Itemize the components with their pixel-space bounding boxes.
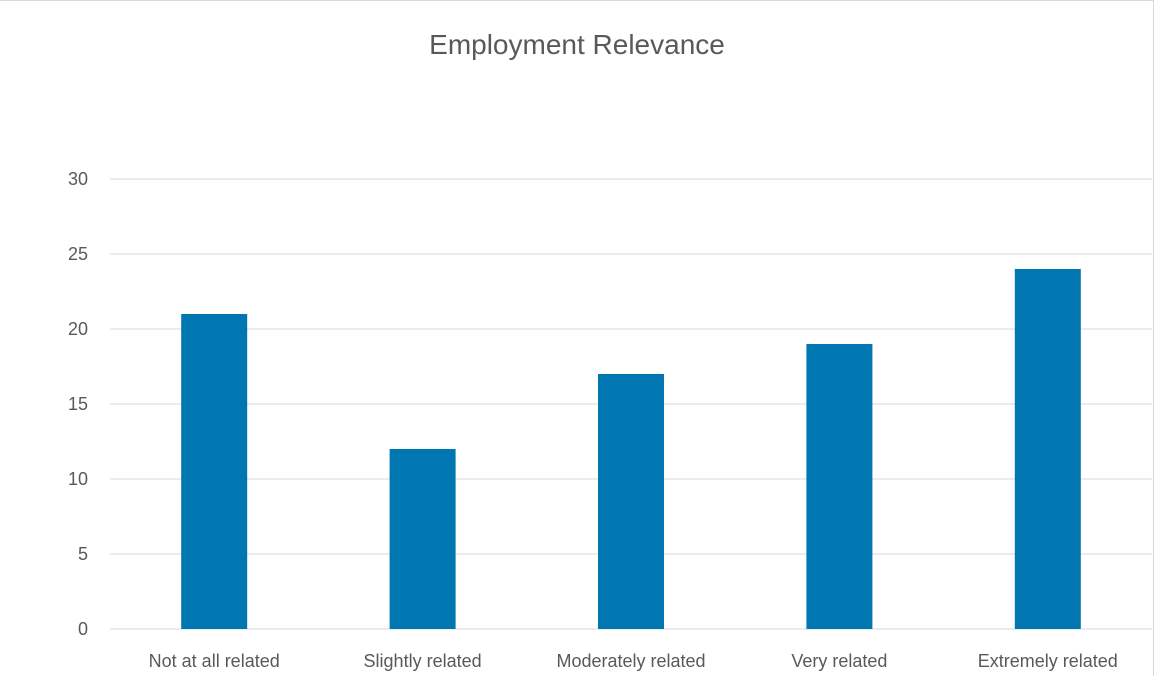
x-category-label: Slightly related (364, 651, 482, 671)
y-tick-label: 10 (68, 469, 88, 489)
y-axis-tick-labels: 0 5 10 15 20 25 30 (68, 169, 88, 639)
x-category-label: Moderately related (556, 651, 705, 671)
bar-slightly-related (389, 449, 456, 629)
y-tick-label: 20 (68, 319, 88, 339)
bar-not-at-all-related (181, 314, 248, 629)
y-tick-label: 30 (68, 169, 88, 189)
x-axis-category-labels: Not at all related Slightly related Modera… (149, 651, 1118, 671)
chart-title: Employment Relevance (429, 29, 725, 60)
x-category-label: Very related (791, 651, 887, 671)
bar-extremely-related (1014, 269, 1081, 629)
y-tick-label: 0 (78, 619, 88, 639)
bar-very-related (806, 344, 873, 629)
y-tick-label: 15 (68, 394, 88, 414)
bar-moderately-related (598, 374, 664, 629)
y-tick-label: 5 (78, 544, 88, 564)
x-category-label: Not at all related (149, 651, 280, 671)
bars (181, 269, 1081, 629)
y-tick-label: 25 (68, 244, 88, 264)
x-category-label: Extremely related (978, 651, 1118, 671)
